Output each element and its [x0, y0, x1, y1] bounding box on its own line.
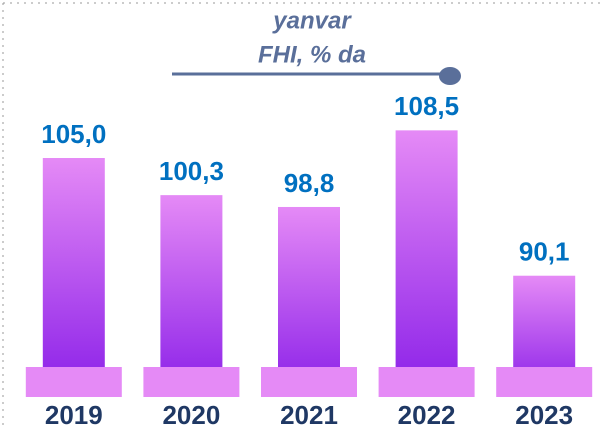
value-label: 100,3 — [159, 156, 224, 186]
bar — [42, 158, 105, 395]
bar — [395, 130, 458, 395]
x-tick-label: 2021 — [280, 400, 338, 430]
value-label: 105,0 — [41, 119, 106, 149]
title-marker — [439, 67, 461, 85]
x-tick-label: 2019 — [45, 400, 103, 430]
chart-title: yanvar — [272, 7, 352, 34]
bar — [278, 206, 340, 395]
bar-base — [143, 367, 240, 397]
x-tick-label: 2023 — [515, 400, 573, 430]
value-label: 108,5 — [394, 91, 459, 121]
chart-subtitle: FHI, % da — [258, 41, 366, 68]
bar-base — [496, 367, 593, 397]
bar-base — [25, 367, 122, 397]
bar — [160, 195, 223, 395]
bar-base — [261, 367, 357, 397]
value-label: 98,8 — [284, 168, 335, 198]
x-tick-label: 2020 — [162, 400, 220, 430]
x-tick-label: 2022 — [398, 400, 456, 430]
bar-base — [378, 367, 475, 397]
value-label: 90,1 — [519, 237, 570, 267]
